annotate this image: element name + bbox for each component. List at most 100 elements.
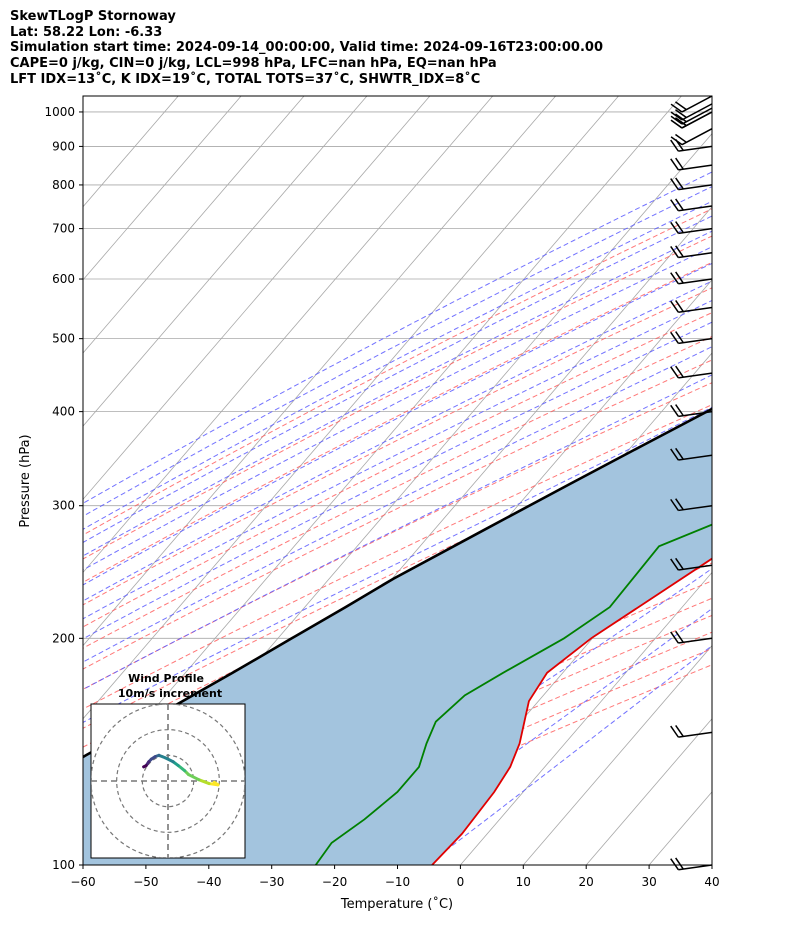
x-tick-label: −60 [70, 875, 95, 889]
barb-staff [678, 410, 713, 418]
barb-flag [675, 177, 684, 190]
x-tick-label: 30 [641, 875, 656, 889]
barb-staff [678, 278, 713, 285]
barb-staff [681, 111, 713, 129]
barb-staff [678, 372, 713, 379]
moist-adiabat-line [83, 321, 712, 640]
barb-flag [670, 246, 679, 258]
barb-flag [675, 133, 687, 143]
wind-barb [670, 630, 713, 644]
barb-flag [670, 178, 679, 191]
barb-flag [670, 300, 679, 313]
wind-barb [670, 221, 713, 235]
barb-flag [675, 447, 684, 460]
stability-indices-2: LFT IDX=13˚C, K IDX=19˚C, TOTAL TOTS=37˚… [10, 71, 481, 87]
isotherm-line [83, 96, 431, 500]
hodograph-inset: Wind Profile 10m/s increment [90, 672, 246, 859]
barb-flag [670, 272, 679, 285]
dry-adiabat-line [83, 359, 712, 670]
x-tick-label: −50 [133, 875, 158, 889]
barb-flag [670, 115, 683, 125]
simulation-times: Simulation start time: 2024-09-14_00:00:… [10, 40, 603, 56]
x-tick-label: −20 [322, 875, 347, 889]
barb-flag [675, 157, 684, 170]
barb-flag [675, 101, 687, 111]
barb-staff [678, 184, 713, 191]
chart-header: SkewTLogP Stornoway Lat: 58.22 Lon: -6.3… [10, 9, 603, 88]
barb-staff [681, 128, 713, 146]
wind-barb [670, 857, 713, 871]
x-axis: −60 −50 −40 −30 −20 −10 0 10 20 30 40 [70, 865, 720, 889]
barb-staff [681, 107, 713, 125]
isotherm-line [83, 96, 368, 427]
barb-flag [675, 557, 684, 570]
hodograph-subtitle: 10m/s increment [118, 687, 222, 700]
isotherm-line [711, 864, 712, 865]
barb-flag [670, 199, 679, 212]
barb-flag [670, 448, 679, 461]
wind-barb [670, 157, 713, 171]
barb-staff [678, 337, 713, 345]
barb-staff [678, 205, 713, 212]
wind-barb [670, 198, 713, 212]
wind-barb [670, 365, 713, 379]
barb-flag [675, 271, 684, 284]
barb-staff [681, 103, 713, 121]
dry-adiabat-line [83, 312, 712, 628]
isotherm-line [83, 96, 494, 574]
y-tick-label: 700 [52, 222, 75, 236]
wind-barb [670, 103, 713, 121]
barb-flag [670, 331, 679, 344]
y-tick-label: 800 [52, 178, 75, 192]
y-tick-label: 1000 [44, 105, 75, 119]
barb-staff [678, 637, 713, 644]
moist-adiabat-line [83, 246, 712, 571]
barb-flag [670, 158, 679, 171]
barb-staff [678, 145, 713, 152]
barb-staff [681, 95, 713, 113]
barb-staff [678, 454, 713, 461]
barb-flag [670, 558, 679, 571]
hodograph-title: Wind Profile [128, 672, 204, 685]
moist-adiabat-line [83, 262, 712, 586]
barb-flag [670, 725, 679, 738]
barb-flag [675, 404, 684, 417]
barb-flag [675, 113, 687, 123]
station-coordinates: Lat: 58.22 Lon: -6.33 [10, 24, 163, 40]
x-tick-label: −40 [196, 875, 221, 889]
x-tick-label: 0 [457, 875, 465, 889]
barb-flag [670, 404, 679, 417]
barb-flag [675, 724, 684, 737]
isotherm-line [522, 644, 712, 865]
wind-barb [670, 498, 713, 512]
wind-barb [670, 724, 713, 738]
barb-staff [678, 731, 713, 738]
barb-staff [678, 504, 713, 512]
barb-staff [678, 164, 713, 171]
parcel-profile-line [83, 407, 712, 759]
wind-barb [670, 557, 713, 571]
wind-barb [670, 107, 713, 125]
barb-staff [678, 227, 713, 235]
isotherm-line [83, 96, 242, 281]
wind-barb [670, 271, 713, 285]
dry-adiabat-line [83, 235, 712, 560]
wind-barb [670, 138, 713, 152]
wind-barb [670, 404, 713, 418]
barb-flag [670, 111, 683, 121]
x-tick-label: 10 [516, 875, 531, 889]
mixing-ratio-line [757, 96, 794, 279]
x-axis-label: Temperature (˚C) [340, 896, 453, 912]
isotherm-line [775, 96, 794, 865]
wind-barb [670, 447, 713, 461]
barb-flag [675, 245, 684, 258]
barb-flag [675, 138, 684, 151]
y-axis-label: Pressure (hPa) [18, 434, 33, 527]
stability-indices-1: CAPE=0 j/kg, CIN=0 j/kg, LCL=998 hPa, LF… [10, 56, 497, 72]
wind-barb [670, 95, 713, 113]
isotherm-line [83, 96, 619, 720]
wind-barb [670, 245, 713, 259]
moist-adiabat-line [83, 374, 712, 691]
wind-barb [670, 300, 713, 313]
barb-flag [675, 109, 687, 119]
